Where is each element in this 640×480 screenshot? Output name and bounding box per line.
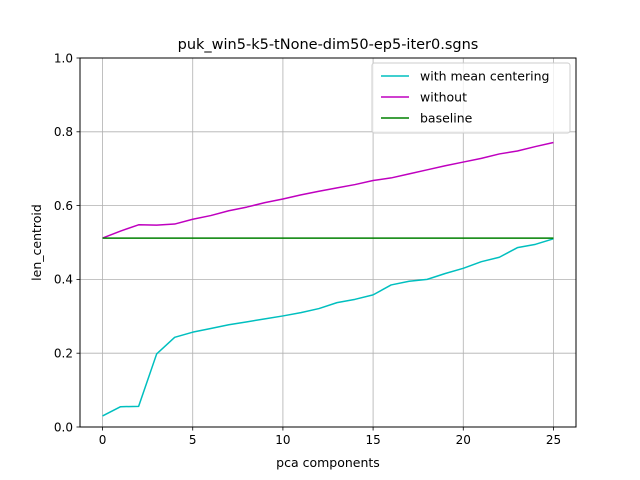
y-tick-label: 0.6 <box>54 199 73 213</box>
y-tick-label: 1.0 <box>54 51 73 65</box>
x-tick-label: 20 <box>456 433 471 447</box>
y-tick-label: 0.0 <box>54 420 73 434</box>
x-tick-label: 0 <box>99 433 107 447</box>
x-tick-label: 5 <box>189 433 197 447</box>
legend-box <box>371 62 571 134</box>
y-tick-label: 0.4 <box>54 273 73 287</box>
legend-label: baseline <box>420 111 473 126</box>
series-layer <box>102 141 554 417</box>
y-tick-label: 0.2 <box>54 347 73 361</box>
plot-frame <box>79 57 577 428</box>
x-tick-label: 15 <box>365 433 380 447</box>
chart-title: puk_win5-k5-tNone-dim50-ep5-iter0.sgns <box>178 37 479 53</box>
legend-label: without <box>420 90 467 105</box>
y-axis-label: len_centroid <box>29 204 44 281</box>
x-tick-label: 25 <box>546 433 561 447</box>
ticks: 0 5 10 15 20 25 0.0 0.2 0.4 0.6 0.8 1.0 <box>54 51 561 447</box>
x-axis-label: pca components <box>276 455 380 470</box>
legend-label: with mean centering <box>420 69 549 84</box>
series-line-without <box>102 141 554 239</box>
series-line-with-mean-centering <box>102 238 554 417</box>
y-tick-label: 0.8 <box>54 125 73 139</box>
legend: with mean centering without baseline <box>371 62 571 134</box>
x-tick-label: 10 <box>275 433 290 447</box>
